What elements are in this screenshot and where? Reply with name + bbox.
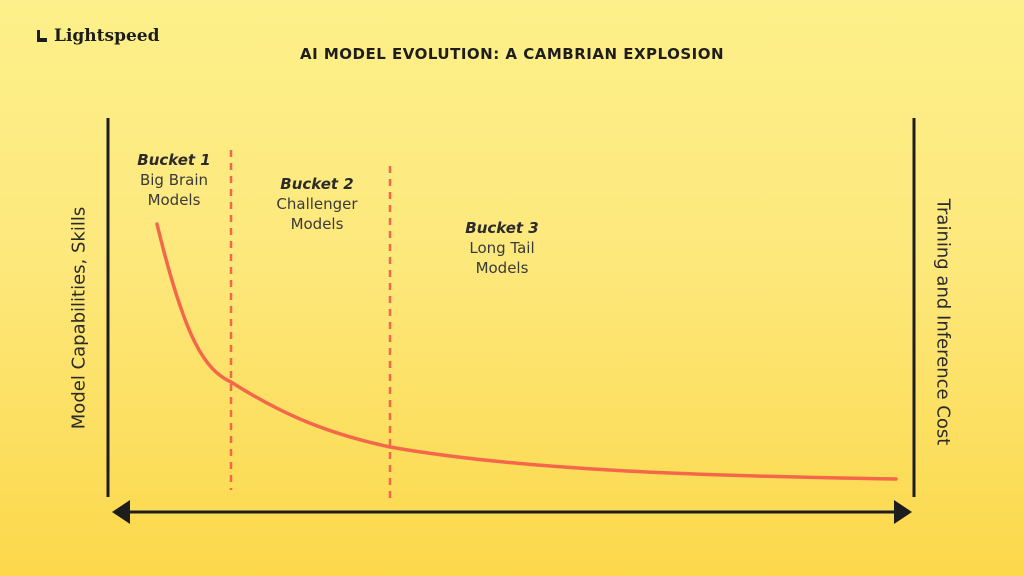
page-title: AI MODEL EVOLUTION: A CAMBRIAN EXPLOSION xyxy=(299,45,725,63)
brand-name: Lightspeed xyxy=(54,26,160,46)
bucket-2-line1: Challenger xyxy=(276,195,358,213)
bucket-3-label: Bucket 3 Long Tail Models xyxy=(440,218,564,278)
left-arrowhead-icon xyxy=(112,500,130,524)
bucket-3-line1: Long Tail xyxy=(469,239,535,257)
bucket-2-line2: Models xyxy=(290,215,344,233)
brand-logo: Lightspeed xyxy=(36,26,160,46)
bucket-2-label: Bucket 2 Challenger Models xyxy=(255,174,379,234)
bucket-1-line2: Models xyxy=(147,191,201,209)
right-arrowhead-icon xyxy=(894,500,912,524)
bucket-2-name: Bucket 2 xyxy=(280,175,354,193)
bucket-1-name: Bucket 1 xyxy=(137,151,211,169)
bucket-1-line1: Big Brain xyxy=(139,171,209,189)
bucket-3-line2: Models xyxy=(475,259,529,277)
logo-mark-icon xyxy=(36,30,48,42)
capability-curve xyxy=(155,222,898,481)
bucket-3-name: Bucket 3 xyxy=(465,219,539,237)
bucket-1-label: Bucket 1 Big Brain Models xyxy=(124,150,224,210)
